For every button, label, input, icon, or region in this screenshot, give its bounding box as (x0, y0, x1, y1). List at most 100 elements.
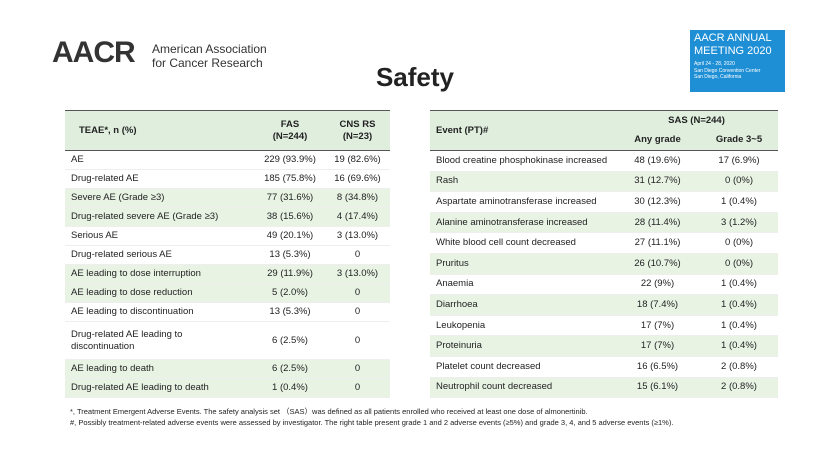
table-cell: Rash (430, 171, 615, 193)
table-cell: 17 (6.9%) (700, 150, 779, 172)
table-cell: 19 (82.6%) (325, 150, 390, 170)
table-row: AE leading to discontinuation 13 (5.3%) 0 (65, 302, 390, 322)
table-cell: Anaemia (430, 274, 615, 296)
table-cell: Drug-related AE leading to discontinuati… (65, 321, 255, 360)
badge-title: AACR ANNUAL (694, 32, 772, 44)
table-cell: 4 (17.4%) (325, 207, 390, 227)
table-cell: Severe AE (Grade ≥3) (65, 188, 255, 208)
table-cell: 16 (6.5%) (615, 356, 700, 378)
column-header: FAS (N=244) (255, 110, 325, 151)
table-row: White blood cell count decreased 27 (11.1… (430, 232, 779, 254)
table-cell: 13 (5.3%) (255, 302, 325, 322)
table-cell: 26 (10.7%) (615, 253, 700, 275)
table-cell: 0 (325, 302, 390, 322)
table-cell: 38 (15.6%) (255, 207, 325, 227)
table-cell: Aspartate aminotransferase increased (430, 191, 615, 213)
table-cell: Leukopenia (430, 315, 615, 337)
table-row: Serious AE 49 (20.1%) 3 (13.0%) (65, 226, 390, 246)
table-cell: 8 (34.8%) (325, 188, 390, 208)
footnote: #, Possibly treatment-related adverse ev… (70, 418, 674, 427)
table-cell: 77 (31.6%) (255, 188, 325, 208)
org-line: for Cancer Research (152, 56, 263, 70)
badge-text: San Diego, California (694, 74, 742, 80)
column-header: Event (PT)# (430, 110, 615, 151)
table-cell: 27 (11.1%) (615, 232, 700, 254)
table-cell: 28 (11.4%) (615, 212, 700, 234)
table-row: Severe AE (Grade ≥3) 77 (31.6%) 8 (34.8%) (65, 188, 390, 208)
table-cell: Serious AE (65, 226, 255, 246)
table-cell: 6 (2.5%) (255, 321, 325, 360)
table-cell: 17 (7%) (615, 335, 700, 357)
table-cell: Pruritus (430, 253, 615, 275)
table-row: AE 229 (93.9%) 19 (82.6%) (65, 150, 390, 170)
table-cell: AE leading to dose reduction (65, 283, 255, 303)
table-cell: 31 (12.7%) (615, 171, 700, 193)
table-cell: AE leading to death (65, 359, 255, 379)
table-cell: 1 (0.4%) (700, 294, 779, 316)
table-cell: 0 (0%) (700, 232, 779, 254)
table-row: AE leading to dose interruption 29 (11.9%… (65, 264, 390, 284)
table-cell: 3 (13.0%) (325, 264, 390, 284)
table-row: Drug-related AE 185 (75.8%) 16 (69.6%) (65, 169, 390, 189)
table-cell: 5 (2.0%) (255, 283, 325, 303)
slide-title: Safety (375, 62, 455, 92)
column-header: TEAE*, n (%) (65, 110, 255, 151)
table-row: Leukopenia 17 (7%) 1 (0.4%) (430, 315, 779, 337)
table-cell: 3 (13.0%) (325, 226, 390, 246)
table-row: Drug-related AE leading to discontinuati… (65, 321, 390, 360)
table-row: Aspartate aminotransferase increased 30 (… (430, 191, 779, 213)
logo: AACR (52, 36, 136, 69)
table-cell: Drug-related AE (65, 169, 255, 189)
table-cell: Blood creatine phosphokinase increased (430, 150, 615, 172)
table-row: AE leading to dose reduction 5 (2.0%) 0 (65, 283, 390, 303)
table-row: Alanine aminotransferase increased 28 (11… (430, 212, 779, 234)
table-cell: Drug-related serious AE (65, 245, 255, 265)
table-row: Proteinuria 17 (7%) 1 (0.4%) (430, 335, 779, 357)
table-cell: 1 (0.4%) (700, 191, 779, 213)
table-cell: 18 (7.4%) (615, 294, 700, 316)
table-cell: 1 (0.4%) (700, 335, 779, 357)
left-table: TEAE*, n (%) FAS (N=244) CNS RS (N=23) AE 2… (65, 110, 390, 398)
table-row: Drug-related severe AE (Grade ≥3) 38 (15.… (65, 207, 390, 227)
column-header: CNS RS (N=23) (325, 110, 390, 151)
table-row: AE leading to death 6 (2.5%) 0 (65, 359, 390, 379)
table-cell: 229 (93.9%) (255, 150, 325, 170)
table-row: Pruritus 26 (10.7%) 0 (0%) (430, 253, 779, 275)
table-cell: 0 (325, 283, 390, 303)
table-cell: 2 (0.8%) (700, 356, 779, 378)
table-cell: 49 (20.1%) (255, 226, 325, 246)
badge-text: San Diego Convention Center (694, 68, 761, 74)
table-row: Drug-related serious AE 13 (5.3%) 0 (65, 245, 390, 265)
table-cell: Drug-related AE leading to death (65, 378, 255, 398)
org-name: American Association for Cancer Research (152, 42, 267, 70)
badge-text: April 24 - 28, 2020 (694, 61, 735, 67)
table-cell: 17 (7%) (615, 315, 700, 337)
table-row: Blood creatine phosphokinase increased 48… (430, 150, 779, 172)
table-row: Drug-related AE leading to death 1 (0.4%)… (65, 378, 390, 398)
table-cell: 0 (325, 378, 390, 398)
table-cell: 15 (6.1%) (615, 377, 700, 399)
table-cell: 185 (75.8%) (255, 169, 325, 189)
table-cell: Diarrhoea (430, 294, 615, 316)
table-cell: 1 (0.4%) (255, 378, 325, 398)
table-cell: Proteinuria (430, 335, 615, 357)
column-header: Grade 3~5 (700, 130, 779, 151)
table-row: Platelet count decreased 16 (6.5%) 2 (0.8%… (430, 356, 779, 378)
table-cell: 16 (69.6%) (325, 169, 390, 189)
table-cell: 0 (325, 245, 390, 265)
table-cell: AE (65, 150, 255, 170)
table-cell: White blood cell count decreased (430, 232, 615, 254)
table-cell: 0 (325, 321, 390, 360)
table-cell: AE leading to discontinuation (65, 302, 255, 322)
table-cell: 2 (0.8%) (700, 377, 779, 399)
column-header: SAS (N=244) (615, 110, 779, 131)
table-row: Rash 31 (12.7%) 0 (0%) (430, 171, 779, 193)
table-cell: 13 (5.3%) (255, 245, 325, 265)
table-cell: Platelet count decreased (430, 356, 615, 378)
table-cell: 0 (325, 359, 390, 379)
org-line: American Association (152, 42, 267, 56)
table-cell: 22 (9%) (615, 274, 700, 296)
right-table: Event (PT)# SAS (N=244) Any grade Grade 3~… (430, 110, 779, 399)
table-row: Diarrhoea 18 (7.4%) 1 (0.4%) (430, 294, 779, 316)
table-row: Anaemia 22 (9%) 1 (0.4%) (430, 274, 779, 296)
